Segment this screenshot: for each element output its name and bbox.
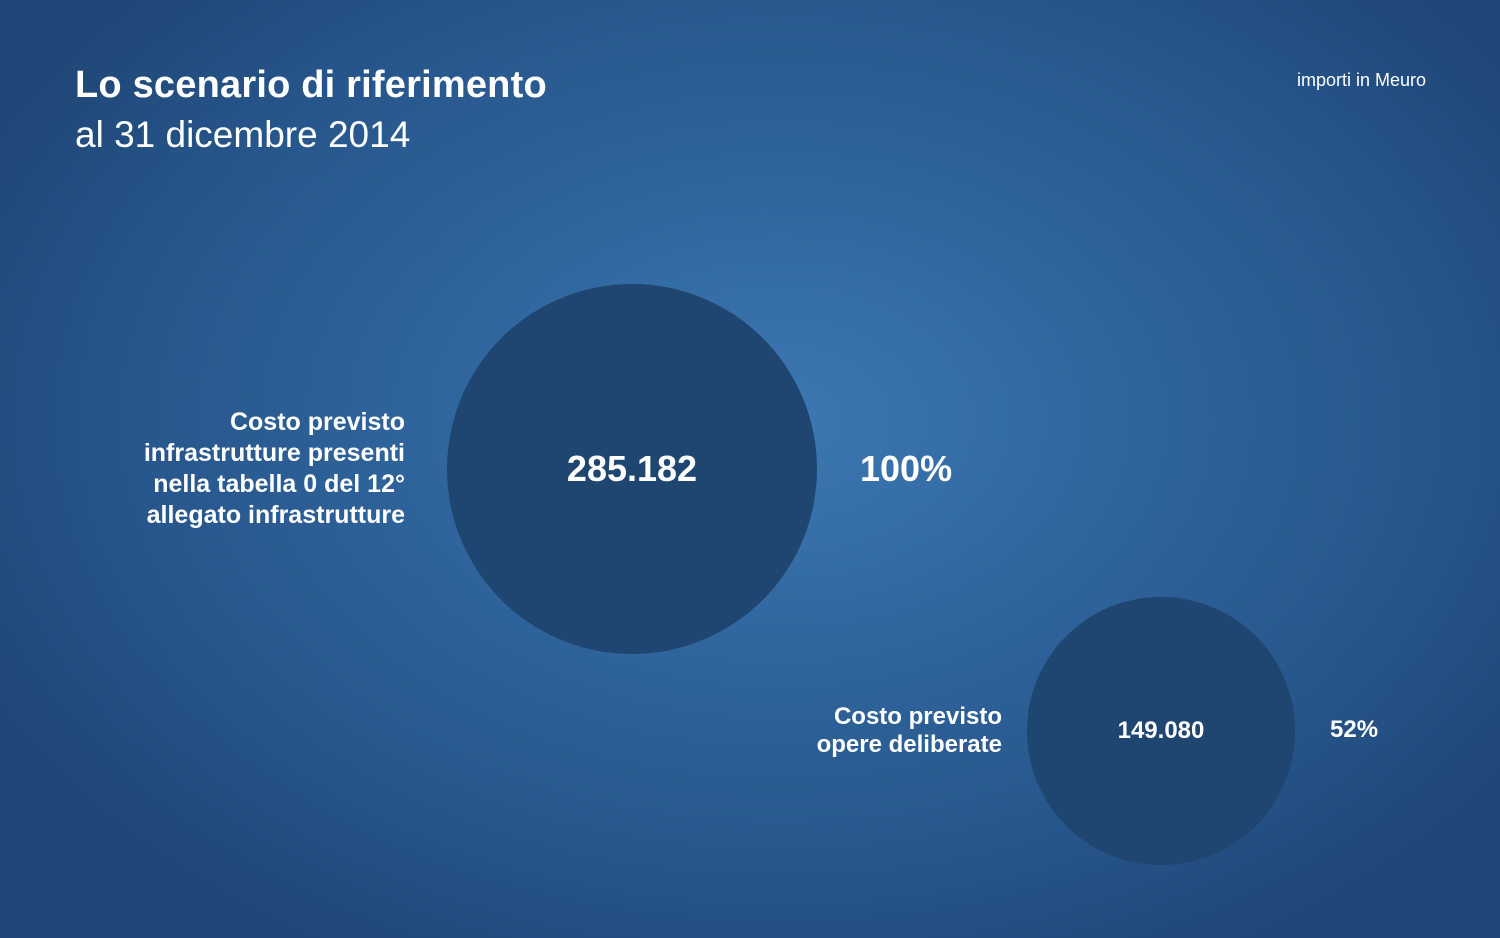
bubble-value-deliberate: 149.080 (1117, 716, 1205, 744)
label-line: nella tabella 0 del 12° (153, 470, 405, 498)
percent-total: 100% (860, 448, 953, 489)
page-subtitle: al 31 dicembre 2014 (75, 114, 411, 155)
bubble-value-total: 285.182 (566, 448, 698, 489)
label-line: Costo previsto (229, 408, 405, 436)
label-line: allegato infrastrutture (146, 501, 405, 529)
bubble-label-total: Costo previsto infrastrutture presenti n… (144, 407, 405, 531)
units-note: importi in Meuro (1296, 70, 1426, 90)
bubble-label-deliberate: Costo previsto opere deliberate (817, 703, 1002, 759)
bubble-total: 285.182 (447, 284, 817, 654)
bubble-deliberate: 149.080 (1027, 597, 1295, 865)
label-line: infrastrutture presenti (143, 439, 405, 467)
page-title: Lo scenario di riferimento (75, 64, 547, 106)
percent-deliberate: 52% (1330, 716, 1379, 743)
label-line: Costo previsto (833, 703, 1002, 730)
label-line: opere deliberate (816, 731, 1002, 758)
